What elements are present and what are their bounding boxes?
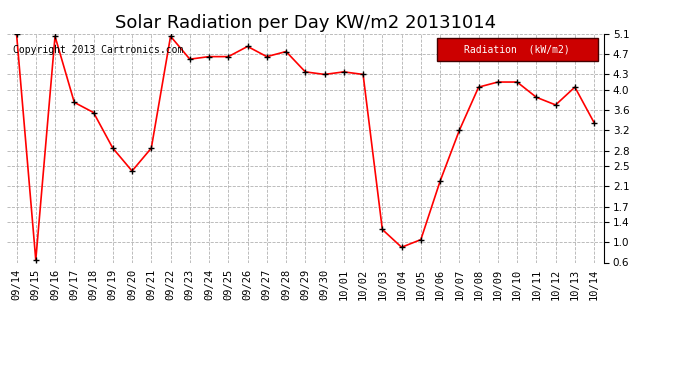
FancyBboxPatch shape [437, 38, 598, 61]
Text: Copyright 2013 Cartronics.com: Copyright 2013 Cartronics.com [13, 45, 184, 55]
Title: Solar Radiation per Day KW/m2 20131014: Solar Radiation per Day KW/m2 20131014 [115, 14, 496, 32]
Text: Radiation  (kW/m2): Radiation (kW/m2) [464, 45, 570, 55]
